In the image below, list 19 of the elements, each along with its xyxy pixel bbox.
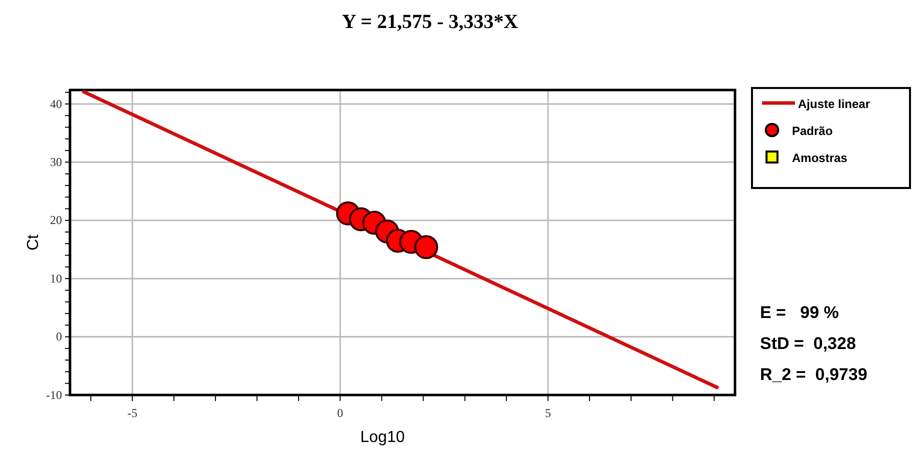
y-tick-label: 0 — [56, 330, 62, 344]
legend-label: Ajuste linear — [798, 97, 870, 111]
text: E = 99 % — [760, 303, 839, 322]
text: R_2 = 0,9739 — [760, 365, 868, 384]
y-tick-label: 40 — [50, 96, 62, 111]
y-tick-label: 30 — [50, 155, 62, 170]
x-axis-title: Log10 — [360, 429, 405, 446]
chart-title: Y = 21,575 - 3,333*X — [342, 11, 519, 33]
x-tick-label: 5 — [544, 406, 551, 420]
x-tick-label: 0 — [337, 406, 344, 420]
y-tick-label: 10 — [50, 271, 62, 286]
legend-label: Amostras — [792, 151, 848, 165]
legend-label: Padrão — [792, 124, 833, 138]
y-tick-label: -10 — [46, 388, 62, 402]
x-tick-label: -5 — [127, 406, 138, 420]
point — [414, 235, 438, 260]
y-axis-title: Ct — [25, 234, 42, 250]
y-tick-label: 20 — [50, 213, 62, 228]
text: StD = 0,328 — [760, 334, 856, 353]
